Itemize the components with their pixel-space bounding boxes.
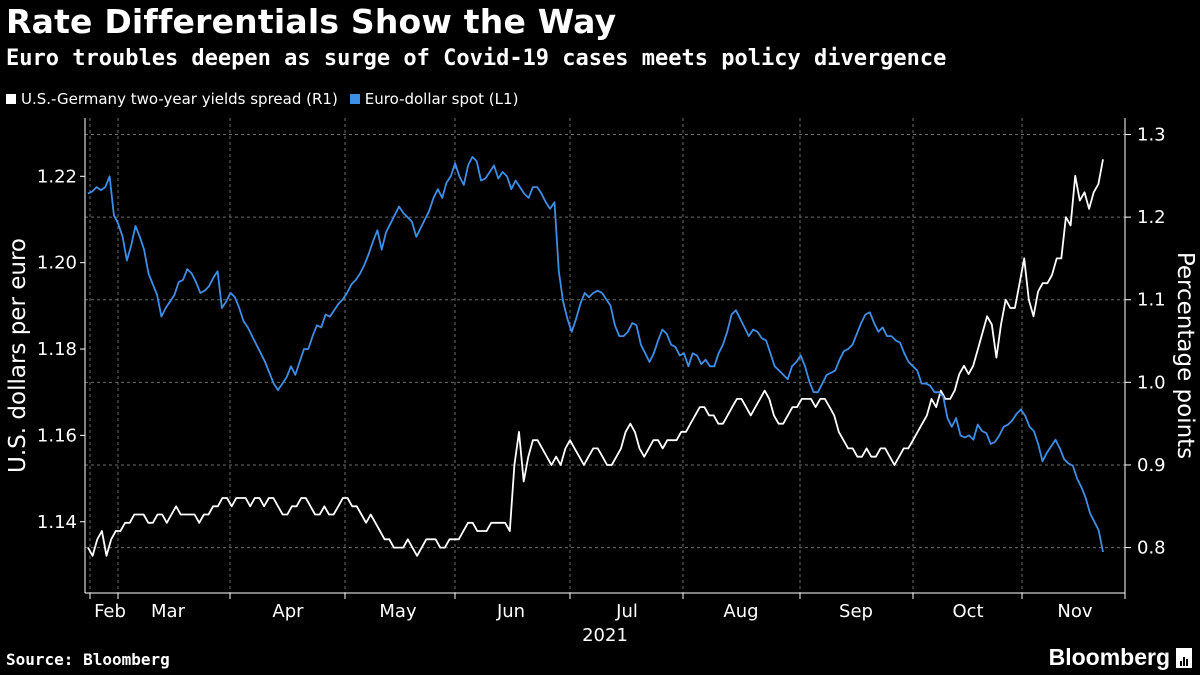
left-axis-tick-label: 1.22 xyxy=(37,166,77,187)
x-axis-month-label: Oct xyxy=(952,601,983,622)
right-axis-tick-label: 1.2 xyxy=(1137,207,1166,228)
left-axis-tick-label: 1.18 xyxy=(37,339,77,360)
right-axis-title: Percentage points xyxy=(1172,252,1198,459)
right-axis-tick-label: 0.8 xyxy=(1137,538,1166,559)
x-axis-month-label: Jul xyxy=(615,601,638,622)
x-axis-year-label: 2021 xyxy=(582,625,628,646)
bloomberg-logo: Bloomberg xyxy=(1049,644,1192,671)
chart-title: Rate Differentials Show the Way xyxy=(6,2,617,41)
legend-item-eurusd: Euro-dollar spot (L1) xyxy=(349,90,519,108)
right-axis-tick-label: 1.0 xyxy=(1137,372,1166,393)
legend-label-eurusd: Euro-dollar spot (L1) xyxy=(364,90,519,108)
legend-label-spread: U.S.-Germany two-year yields spread (R1) xyxy=(21,90,338,108)
legend-item-spread: U.S.-Germany two-year yields spread (R1) xyxy=(6,90,338,108)
x-axis-month-label: Aug xyxy=(723,601,758,622)
source-note: Source: Bloomberg xyxy=(6,650,170,669)
right-axis-tick-label: 1.1 xyxy=(1137,290,1166,311)
x-axis-month-label: Sep xyxy=(839,601,873,622)
chart-subtitle: Euro troubles deepen as surge of Covid-1… xyxy=(6,46,947,71)
right-axis-tick-label: 0.9 xyxy=(1137,455,1166,476)
bar-chart-icon xyxy=(1176,647,1192,668)
x-axis-month-label: Feb xyxy=(94,601,126,622)
x-axis-month-label: Apr xyxy=(272,601,304,622)
left-axis-tick-label: 1.14 xyxy=(37,512,77,533)
series-line-euro-dollar xyxy=(87,155,1104,553)
brand-name: Bloomberg xyxy=(1048,644,1170,670)
left-axis-title: U.S. dollars per euro xyxy=(5,238,31,473)
legend: U.S.-Germany two-year yields spread (R1)… xyxy=(6,90,518,108)
x-axis-month-label: May xyxy=(379,601,417,622)
series-line-yield-spread xyxy=(87,159,1104,557)
legend-swatch-blue-icon xyxy=(349,94,360,104)
legend-swatch-white-icon xyxy=(6,94,16,104)
x-axis-month-label: Nov xyxy=(1057,601,1092,622)
x-axis-month-label: Jun xyxy=(496,601,525,622)
left-axis-tick-label: 1.20 xyxy=(37,253,77,274)
right-axis-tick-label: 1.3 xyxy=(1137,125,1166,146)
left-axis-tick-label: 1.16 xyxy=(37,425,77,446)
x-axis-month-label: Mar xyxy=(151,601,186,622)
